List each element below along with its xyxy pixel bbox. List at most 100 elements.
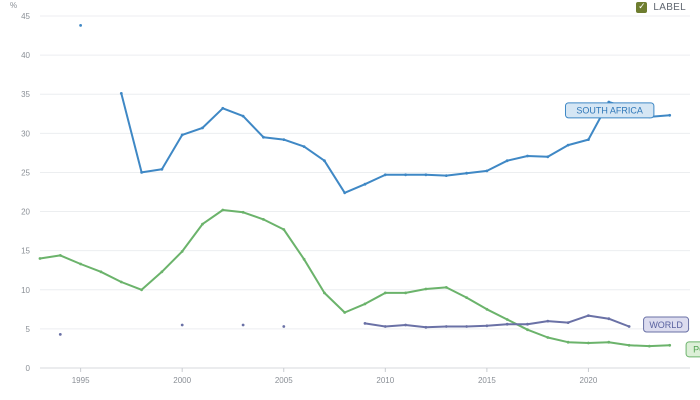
data-point [180, 133, 184, 137]
data-point [201, 222, 204, 226]
y-tick-label: 10 [21, 286, 30, 295]
label-checkbox-icon[interactable]: ✓ [636, 2, 648, 13]
data-point [566, 321, 570, 324]
data-point [465, 325, 468, 328]
data-point [302, 145, 306, 149]
data-point [99, 270, 103, 274]
series-tag-label: POLAND [693, 345, 700, 355]
y-tick-label: 40 [21, 51, 30, 60]
data-point [526, 328, 529, 332]
data-point [587, 314, 590, 317]
data-point [241, 210, 245, 214]
data-point [282, 325, 286, 328]
x-tick-label: 2015 [478, 376, 496, 385]
data-point [465, 296, 468, 299]
data-point [627, 343, 631, 347]
data-point [58, 333, 62, 336]
y-tick-label: 20 [21, 208, 30, 217]
y-tick-label: 0 [26, 364, 31, 373]
series-tag-box [685, 341, 700, 358]
series-tag-poland: POLAND [685, 341, 700, 358]
x-tick-label: 2005 [275, 376, 293, 385]
data-point [262, 218, 265, 221]
data-point [566, 340, 570, 344]
x-tick-label: 2010 [376, 376, 394, 385]
data-point [424, 325, 428, 329]
data-point [404, 173, 407, 177]
data-point [587, 341, 590, 345]
data-point [363, 302, 367, 306]
data-point [526, 154, 529, 158]
data-point [485, 307, 489, 311]
data-point [160, 270, 164, 274]
data-point [221, 208, 225, 212]
data-point [648, 344, 651, 348]
data-point [302, 257, 306, 261]
x-tick-label: 1995 [72, 376, 90, 385]
data-point [668, 343, 672, 347]
data-point [180, 250, 184, 253]
series-line [120, 93, 670, 194]
data-point [119, 92, 123, 95]
y-tick-label: 15 [21, 247, 30, 256]
data-point [343, 191, 347, 195]
data-point [140, 288, 144, 292]
series-tag-world: WORLD [643, 316, 690, 333]
y-tick-label: 25 [21, 168, 30, 177]
data-point [363, 182, 367, 186]
data-point [323, 291, 326, 295]
data-point [546, 319, 550, 323]
data-point [485, 169, 489, 173]
label-toggle[interactable]: ✓ LABEL [636, 2, 686, 13]
data-point [404, 323, 407, 327]
data-point [241, 114, 245, 118]
series-south-africa [79, 24, 672, 195]
data-point [444, 325, 448, 328]
data-point [282, 228, 286, 231]
y-axis-unit-label: % [10, 1, 17, 10]
series-tags: SOUTH AFRICA POLAND WORLD [564, 102, 700, 358]
y-tick-label: 5 [26, 325, 31, 334]
data-point [546, 155, 550, 159]
axes: 0 5 10 15 20 25 30 35 40 45 1995 2000 2005 2010 2015 20… [21, 12, 598, 385]
data-point [79, 262, 82, 266]
series-tag-south-africa: SOUTH AFRICA [564, 102, 655, 119]
series-world [58, 314, 631, 336]
data-point [282, 138, 286, 142]
data-point [383, 325, 387, 328]
data-point [546, 336, 550, 339]
data-point [38, 257, 42, 260]
data-point [668, 113, 672, 117]
data-point [221, 106, 225, 110]
label-toggle-text: LABEL [653, 2, 686, 13]
data-point [262, 135, 265, 139]
y-tick-label: 45 [21, 12, 30, 21]
series-tag-box [564, 102, 655, 119]
data-point [444, 174, 448, 178]
x-tick-label: 2000 [173, 376, 191, 385]
data-point [607, 340, 611, 344]
data-point [180, 323, 184, 327]
data-point [566, 143, 570, 147]
data-point [505, 318, 509, 321]
data-point [363, 322, 367, 325]
data-point [79, 24, 82, 27]
data-point [323, 159, 326, 163]
data-point [526, 322, 529, 326]
data-point [505, 322, 509, 326]
data-point [587, 138, 590, 142]
y-tick-label: 30 [21, 129, 30, 138]
data-point [424, 287, 428, 291]
data-point [241, 323, 245, 327]
data-point [607, 317, 611, 321]
series-tag-label: SOUTH AFRICA [576, 106, 643, 116]
data-point [160, 167, 164, 171]
series-group [38, 24, 672, 348]
data-point [58, 254, 62, 257]
grid-lines [40, 15, 690, 369]
data-point [343, 311, 347, 314]
data-point [505, 159, 509, 163]
data-point [627, 325, 631, 328]
data-point [424, 173, 428, 177]
